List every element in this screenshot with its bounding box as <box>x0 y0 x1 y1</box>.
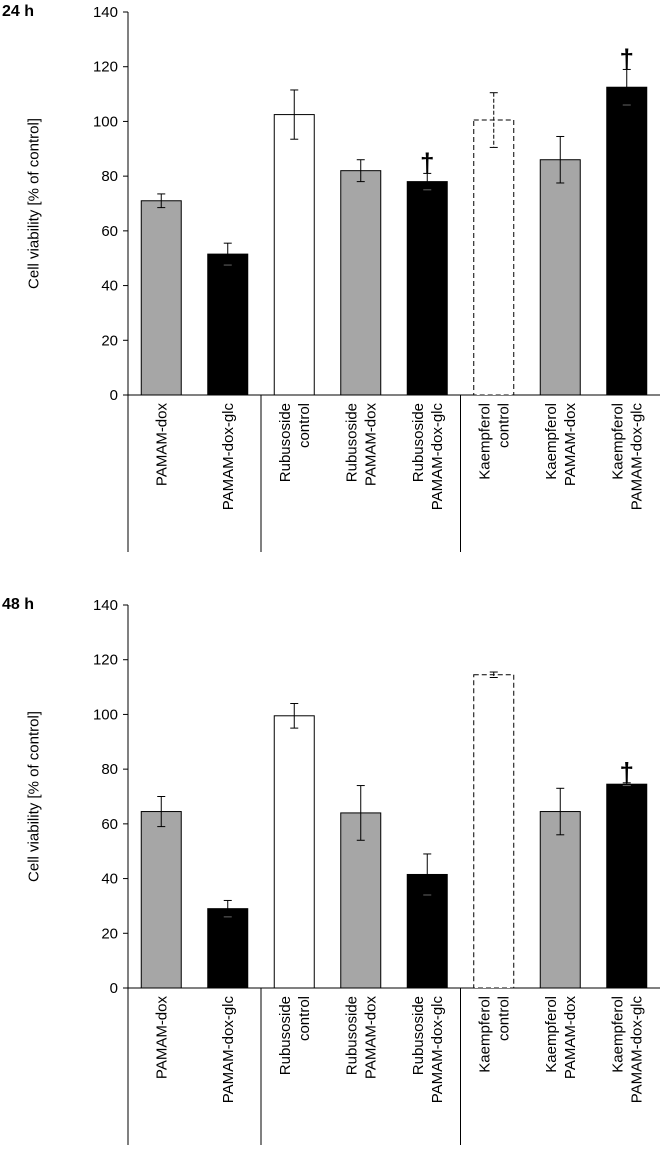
x-tick-label: Rubusoside control <box>277 403 313 482</box>
x-tick-label-line: Rubusoside <box>410 996 427 1075</box>
x-tick-label: Rubusoside control <box>277 996 313 1075</box>
x-tick-label: Rubusoside PAMAM-dox <box>343 996 379 1080</box>
x-tick-label: PAMAM-dox-glc <box>220 996 237 1104</box>
x-tick-label-line: PAMAM-dox <box>562 996 579 1080</box>
x-tick-label-line: PAMAM-dox <box>362 996 379 1080</box>
significance-marker: † <box>620 43 634 73</box>
bar <box>539 159 581 396</box>
x-tick-label-line: PAMAM-dox-glc <box>429 996 446 1104</box>
bar <box>207 253 249 396</box>
bar <box>340 170 382 396</box>
x-tick-label-line: Rubusoside <box>343 403 360 482</box>
x-tick-label-line: Kaempferol <box>609 403 626 480</box>
y-tick-label: 0 <box>110 980 118 997</box>
chart-panel-24h: 24 h Cell viability [% of control] 0 20 40… <box>0 0 661 560</box>
y-tick-label: 20 <box>101 925 118 942</box>
x-tick-label-line: PAMAM-dox-glc <box>220 996 237 1104</box>
y-tick-label: 120 <box>93 59 118 76</box>
x-tick-label: Kaempferol control <box>476 403 512 480</box>
y-tick-label: 40 <box>101 871 118 888</box>
bar <box>273 715 315 989</box>
y-tick-label: 100 <box>93 706 118 723</box>
x-tick-label-line: control <box>296 403 313 448</box>
x-tick-label-line: control <box>495 996 512 1041</box>
bar <box>539 811 581 989</box>
x-tick-label-line: Rubusoside <box>343 996 360 1075</box>
y-tick-label: 80 <box>101 168 118 185</box>
x-tick-label-line: PAMAM-dox <box>562 403 579 487</box>
x-tick-label: PAMAM-dox-glc <box>220 403 237 511</box>
bar <box>606 783 648 989</box>
x-tick-label-line: Kaempferol <box>609 996 626 1073</box>
x-tick-label-line: Rubusoside <box>277 403 294 482</box>
x-tick-label-line: Kaempferol <box>543 403 560 480</box>
y-tick-label: 40 <box>101 278 118 295</box>
y-tick-label: 60 <box>101 816 118 833</box>
x-tick-label: Rubusoside PAMAM-dox-glc <box>410 996 446 1104</box>
bar <box>207 908 249 989</box>
x-tick-label-line: Kaempferol <box>476 996 493 1073</box>
x-tick-label: Rubusoside PAMAM-dox <box>343 403 379 487</box>
y-tick-label: 100 <box>93 113 118 130</box>
bar <box>273 114 315 396</box>
x-tick-label: Rubusoside PAMAM-dox-glc <box>410 403 446 511</box>
x-tick-label-line: PAMAM-dox-glc <box>220 403 237 511</box>
chart-title: 24 h <box>2 3 35 20</box>
x-tick-label: Kaempferol PAMAM-dox <box>543 403 579 487</box>
x-tick-label: Kaempferol PAMAM-dox <box>543 996 579 1080</box>
x-tick-label-line: control <box>296 996 313 1041</box>
y-tick-label: 140 <box>93 597 118 614</box>
y-tick-label: 0 <box>110 387 118 404</box>
bar-chart-svg: 0 20 40 60 80 100 120 140 PAMAM-dox PAMAM-dox-glc… <box>93 597 660 1145</box>
bar-chart-svg: 0 20 40 60 80 100 120 140 PAMAM-dox PAMAM-dox-glc… <box>93 4 660 552</box>
x-tick-label-line: PAMAM-dox <box>362 403 379 487</box>
bar <box>140 811 182 989</box>
bar <box>473 119 515 396</box>
y-tick-label: 20 <box>101 332 118 349</box>
x-tick-label: Kaempferol control <box>476 996 512 1073</box>
bar <box>606 86 648 396</box>
x-tick-label: Kaempferol PAMAM-dox-glc <box>609 996 645 1104</box>
x-tick-label-line: PAMAM-dox <box>153 996 170 1080</box>
bar <box>406 181 448 396</box>
x-tick-label-line: Kaempferol <box>476 403 493 480</box>
bar <box>473 674 515 989</box>
y-tick-label: 80 <box>101 761 118 778</box>
y-tick-label: 120 <box>93 652 118 669</box>
x-tick-label-line: Rubusoside <box>277 996 294 1075</box>
x-tick-label-line: control <box>495 403 512 448</box>
x-tick-label-line: Kaempferol <box>543 996 560 1073</box>
chart-title: 48 h <box>2 596 35 613</box>
bar <box>140 200 182 396</box>
x-tick-label: PAMAM-dox <box>153 403 170 487</box>
x-tick-label: Kaempferol PAMAM-dox-glc <box>609 403 645 511</box>
significance-marker: † <box>620 757 634 787</box>
y-tick-label: 60 <box>101 223 118 240</box>
x-tick-label: PAMAM-dox <box>153 996 170 1080</box>
x-tick-label-line: PAMAM-dox-glc <box>628 403 645 511</box>
significance-marker: † <box>420 147 434 177</box>
y-tick-label: 140 <box>93 4 118 21</box>
x-tick-label-line: PAMAM-dox-glc <box>429 403 446 511</box>
x-tick-label-line: Rubusoside <box>410 403 427 482</box>
x-tick-label-line: PAMAM-dox-glc <box>628 996 645 1104</box>
x-tick-label-line: PAMAM-dox <box>153 403 170 487</box>
chart-panel-48h: 48 h Cell viability [% of control] 0 20 40… <box>0 593 661 1153</box>
